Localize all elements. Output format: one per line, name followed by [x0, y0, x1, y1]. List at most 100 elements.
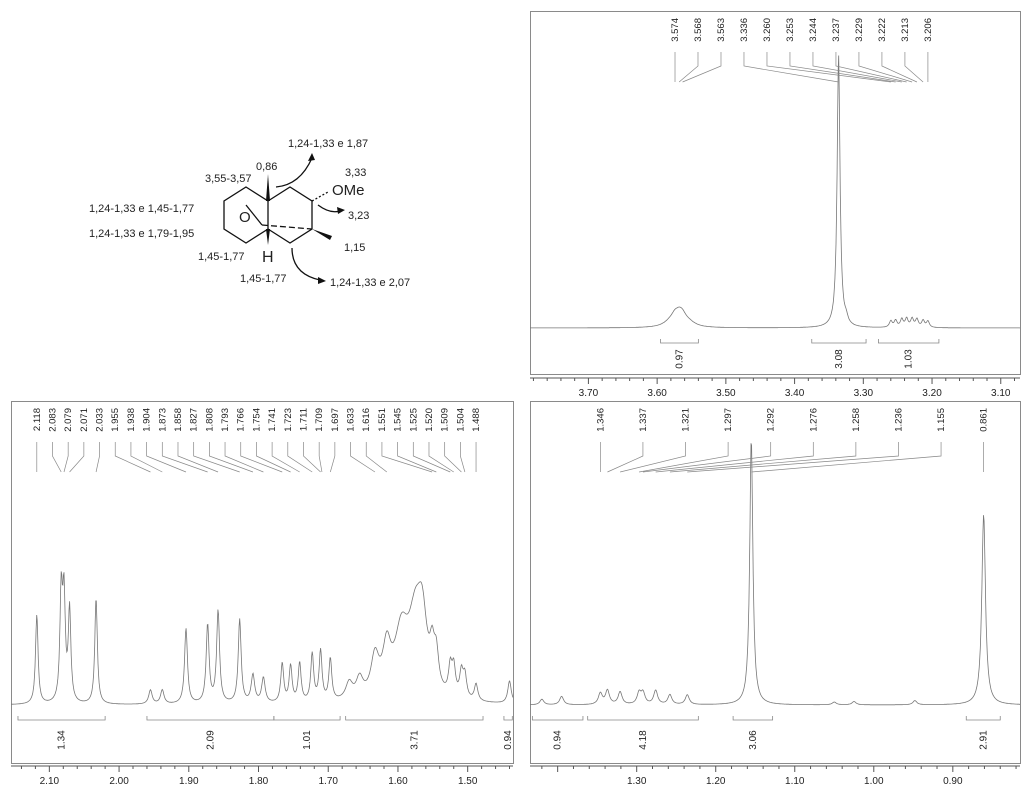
peak-label: 1.711: [298, 408, 309, 431]
peak-leader: [114, 442, 151, 473]
peak-label: 1.297: [723, 408, 734, 432]
tick-label: 3.10: [991, 388, 1011, 399]
peak-leader: [209, 442, 254, 473]
peak-leader: [678, 52, 699, 83]
integral-bar: [273, 716, 341, 721]
integral-value: 0.97: [674, 349, 685, 369]
peak-leader: [303, 442, 321, 473]
wedge-methyl-top: [266, 174, 270, 201]
label-left-lower: 1,24-1,33 e 1,79-1,95: [89, 228, 194, 240]
integral-bar: [965, 716, 1001, 721]
peak-label: 1.827: [189, 408, 200, 432]
integral-value: 4.18: [638, 730, 649, 750]
peak-label: 1.616: [361, 408, 372, 432]
tick-label: 1.30: [627, 776, 647, 787]
peak-label: 1.504: [455, 408, 466, 432]
arrow-bottom-head: [318, 277, 326, 284]
peak-leader: [287, 442, 313, 473]
peak-label: 1.509: [440, 408, 451, 432]
tick-label: 2.10: [40, 776, 60, 787]
bridge-bond-dashed: [261, 224, 313, 230]
peak-leader: [177, 442, 219, 473]
integral-bar: [811, 339, 867, 344]
label-left-bottom: 1,45-1,77: [198, 251, 244, 263]
peak-label: 1.488: [471, 408, 482, 432]
peak-label: 2.033: [95, 408, 106, 432]
label-arrow-bottom: 1,24-1,33 e 2,07: [330, 277, 410, 289]
peak-label: 1.938: [126, 408, 137, 432]
integral-bar: [587, 716, 699, 721]
peak-label: 1.955: [110, 408, 121, 432]
peak-leader: [687, 442, 899, 473]
peak-leader: [146, 442, 187, 473]
peak-label: 1.545: [393, 408, 404, 432]
peak-leader: [271, 442, 300, 473]
label-h-ome: 3,23: [348, 210, 369, 222]
hashed-ome-bond: [311, 191, 329, 202]
spectrum-trace: [530, 55, 1021, 329]
peak-label: 3.229: [854, 18, 865, 42]
spectrum-trace: [529, 443, 1020, 706]
peak-leader: [639, 442, 729, 473]
integral-value: 3.06: [748, 730, 759, 750]
peak-leader: [444, 442, 462, 473]
peak-leader: [904, 52, 924, 83]
peak-leader: [318, 442, 323, 473]
integral-value: 0.94: [553, 730, 564, 750]
peak-leader: [789, 52, 896, 83]
panel-left-frame: [11, 401, 514, 764]
peak-leader: [607, 442, 644, 473]
peak-label: 1.236: [893, 408, 904, 432]
peak-label: 1.276: [808, 408, 819, 432]
tick-label: 3.40: [785, 388, 805, 399]
label-ome: OMe: [332, 182, 365, 199]
peak-label: 1.754: [251, 408, 262, 432]
peak-label: 1.904: [142, 408, 153, 432]
peak-leader: [240, 442, 283, 473]
peak-label: 1.337: [638, 408, 649, 432]
integral-value: 1.03: [904, 349, 915, 369]
peak-label: 1.808: [204, 408, 215, 432]
tick-label: 2.00: [109, 776, 129, 787]
tick-label: 1.10: [785, 776, 805, 787]
peak-label: 1.321: [681, 408, 692, 432]
peak-label: 1.525: [408, 408, 419, 432]
arrow-ome-h: [317, 204, 341, 213]
arrow-top-head: [308, 153, 315, 161]
label-h: H: [262, 249, 274, 266]
peak-label: 3.237: [831, 18, 842, 42]
integral-value: 3.08: [834, 349, 845, 369]
peak-leader: [642, 442, 772, 473]
integral-value: 3.71: [409, 730, 420, 750]
peak-leader: [329, 442, 336, 473]
tick-label: 1.80: [249, 776, 269, 787]
peak-leader: [52, 442, 62, 473]
peak-label: 1.155: [936, 408, 947, 432]
peak-leader: [881, 52, 918, 83]
peak-leader: [350, 442, 376, 473]
peak-leader: [161, 442, 208, 473]
peak-leader: [620, 442, 686, 473]
wedge-methyl-right: [312, 229, 332, 240]
peak-leader: [256, 442, 291, 473]
peak-label: 3.222: [877, 18, 888, 42]
peak-leader: [766, 52, 891, 83]
peak-label: 2.079: [63, 408, 74, 432]
integral-bar: [17, 716, 106, 721]
tick-label: 3.50: [716, 388, 736, 399]
integral-bar: [146, 716, 275, 721]
peak-label: 0.861: [979, 408, 990, 432]
spectrum-panel-right: 1.346 1.337 1.321 1.297 1.292 1.276 1.258 1.236…: [529, 408, 1020, 787]
integral-bar: [660, 339, 699, 344]
panel-top-frame: [530, 11, 1021, 375]
peak-leader: [224, 442, 264, 473]
arrow-ome-head: [337, 207, 345, 214]
peak-leader: [655, 442, 814, 473]
peak-label: 3.563: [716, 18, 727, 42]
peak-leader: [751, 442, 942, 473]
peak-label: 1.551: [377, 408, 388, 432]
integral-value: 1.01: [302, 730, 313, 750]
peak-label: 3.574: [670, 18, 681, 42]
integral-bar: [503, 716, 513, 721]
peak-leader: [460, 442, 466, 473]
